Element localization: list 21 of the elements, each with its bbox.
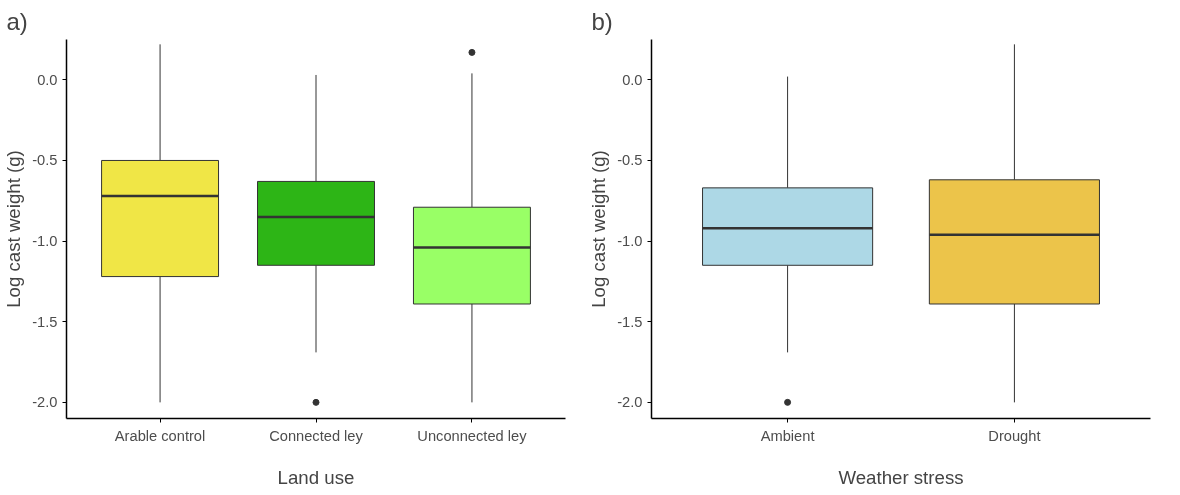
- y-tick-label: -0.5: [617, 152, 643, 169]
- y-tick-label: 0.0: [622, 71, 643, 88]
- x-tick-label: Drought: [988, 427, 1041, 444]
- y-tick-label: -0.5: [32, 152, 58, 169]
- y-tick-label: -2.0: [32, 394, 58, 411]
- y-tick-label: -1.0: [617, 233, 643, 250]
- x-axis-title: Land use: [277, 466, 355, 488]
- y-tick-label: -1.5: [32, 313, 58, 330]
- y-axis-title: Log cast weight (g): [588, 150, 610, 308]
- text: b): [591, 7, 613, 35]
- text: a): [6, 7, 28, 35]
- y-tick-label: -2.0: [617, 394, 643, 411]
- y-tick-label: 0.0: [37, 71, 58, 88]
- x-tick-label: Connected ley: [269, 427, 364, 444]
- x-tick-label: Unconnected ley: [417, 427, 528, 444]
- y-tick-label: -1.5: [617, 313, 643, 330]
- x-tick-label: Ambient: [760, 427, 815, 444]
- y-tick-label: -1.0: [32, 233, 58, 250]
- y-axis-title: Log cast weight (g): [3, 150, 25, 308]
- x-tick-label: Arable control: [114, 427, 206, 444]
- x-axis-title: Weather stress: [838, 466, 964, 488]
